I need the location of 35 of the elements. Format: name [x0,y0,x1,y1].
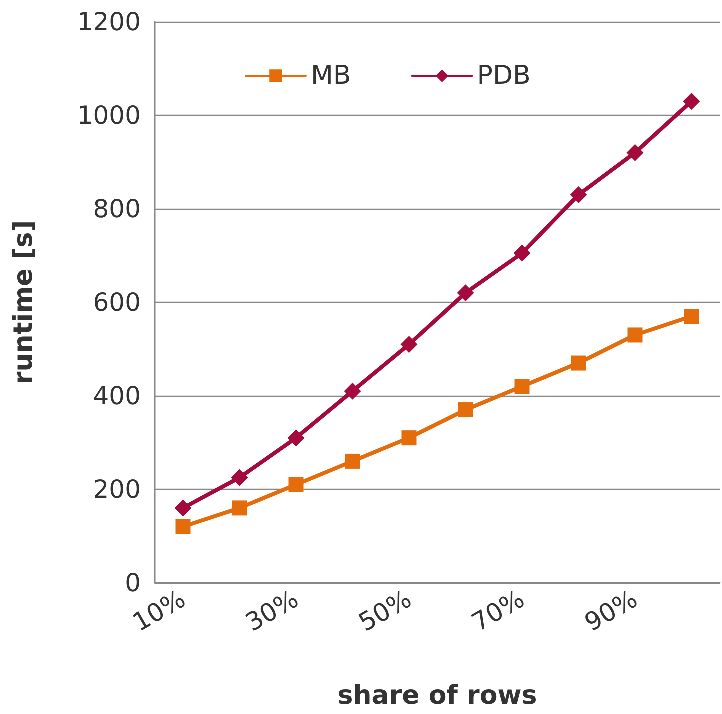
point [232,500,248,516]
y-tick-label: 200 [93,475,141,504]
legend-label: PDB [477,61,531,91]
point [345,454,360,469]
y-tick-label: 1200 [77,8,141,36]
point [628,328,643,343]
point [174,500,192,517]
point [231,469,248,486]
y-tick-label: 400 [93,382,141,410]
x-axis-title: share of rows [338,681,538,711]
point [570,186,588,204]
y-tick-label: 800 [93,194,141,224]
y-tick-label: 600 [93,288,141,317]
x-tick-label: 30% [240,584,304,638]
point [514,379,530,394]
point [288,477,304,492]
y-axis-title: runtime [s] [9,220,39,385]
point [400,336,418,354]
legend-label: MB [311,61,352,91]
x-tick-label: 50% [354,584,416,638]
point [176,519,191,534]
y-tick-label: 1000 [77,101,141,130]
point [402,430,417,446]
point [626,144,644,162]
point [571,356,586,371]
point [684,309,700,324]
x-tick-label: 70% [466,584,530,638]
x-tick-label: 90% [580,584,642,638]
point [457,284,474,302]
y-tick-label: 0 [125,568,141,598]
point [683,92,700,110]
point [514,244,531,262]
point [288,430,305,447]
point [344,382,362,400]
point [458,402,474,418]
